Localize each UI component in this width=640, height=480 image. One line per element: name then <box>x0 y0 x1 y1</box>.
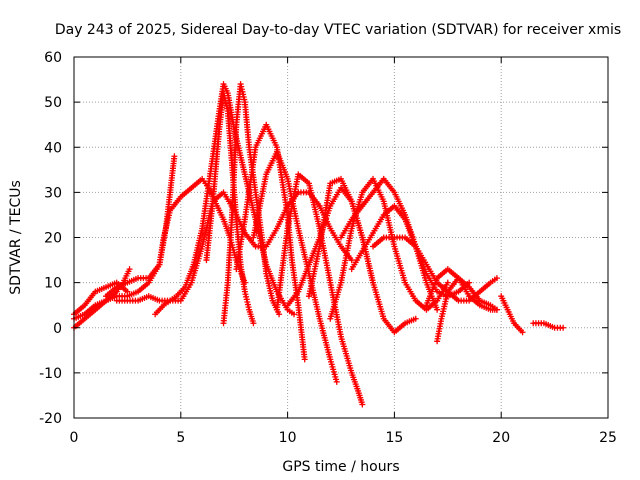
series-sat-r <box>423 266 500 313</box>
y-tick-label: 50 <box>44 95 62 111</box>
x-tick-label: 5 <box>176 430 185 446</box>
data-point <box>291 311 298 318</box>
y-tick-label: 0 <box>53 321 62 337</box>
data-point <box>301 356 308 363</box>
data-point <box>276 311 283 318</box>
x-axis-label: GPS time / hours <box>282 459 399 475</box>
series-sat-q <box>370 234 500 304</box>
data-point <box>333 378 340 385</box>
series-sat-j <box>250 148 340 385</box>
x-tick-label: 0 <box>70 430 79 446</box>
y-tick-label: -10 <box>39 366 62 382</box>
y-tick-label: 40 <box>44 140 62 156</box>
x-tick-label: 20 <box>492 430 510 446</box>
data-point <box>444 279 451 286</box>
data-point <box>519 329 526 336</box>
chart-title: Day 243 of 2025, Sidereal Day-to-day VTE… <box>55 22 621 38</box>
data-point <box>171 153 178 160</box>
series-sat-h <box>220 81 283 327</box>
series-sat-s <box>434 275 500 345</box>
y-axis-label: SDTVAR / TECUs <box>8 180 24 295</box>
data-point <box>493 306 500 313</box>
data-point <box>412 315 419 322</box>
data-point <box>434 306 441 313</box>
y-tick-label: 20 <box>44 231 62 247</box>
data-point <box>493 275 500 282</box>
series-sat-t <box>498 293 526 336</box>
axis-ticks: -20 -10 0 10 20 30 40 50 60 0 5 10 15 20 25 <box>39 50 617 446</box>
data-point <box>124 288 131 295</box>
y-tick-label: 30 <box>44 185 62 201</box>
x-tick-label: 15 <box>385 430 403 446</box>
y-tick-label: 60 <box>44 50 62 66</box>
data-point <box>348 257 355 264</box>
series-layer <box>71 81 567 408</box>
y-tick-label: 10 <box>44 276 62 292</box>
y-tick-label: -20 <box>39 411 62 427</box>
x-tick-label: 25 <box>599 430 617 446</box>
data-point <box>560 324 567 331</box>
series-sat-u <box>530 320 567 331</box>
series-sat-b <box>71 266 133 331</box>
series-sat-o <box>338 175 441 313</box>
series-sat-m <box>305 175 419 336</box>
x-tick-label: 10 <box>279 430 297 446</box>
data-point <box>250 320 257 327</box>
data-point <box>359 401 366 408</box>
data-point <box>126 266 133 273</box>
series-track <box>339 177 439 311</box>
